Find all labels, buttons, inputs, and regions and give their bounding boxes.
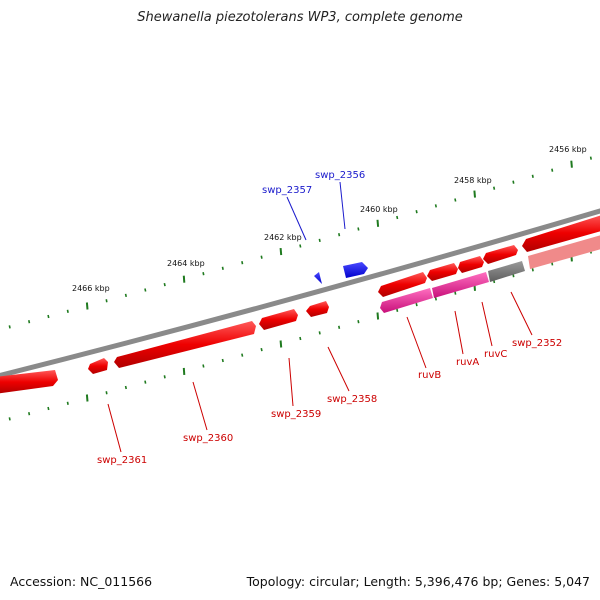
ruler-tick [221, 266, 224, 270]
gene-ruvC[interactable] [488, 261, 525, 282]
ruler-tick [182, 367, 186, 375]
ruler-tick [376, 312, 380, 320]
ruler-tick [66, 309, 69, 313]
ruler-tick [279, 248, 283, 256]
ruler-tick [85, 394, 89, 402]
ruler-tick [415, 210, 418, 214]
label-swp-2359: swp_2359 [271, 409, 321, 420]
upper-tick-ruler [8, 156, 592, 329]
gene-swp-2357[interactable] [314, 272, 322, 284]
accession-text: Accession: NC_011566 [10, 574, 153, 589]
scale-label-2462: 2462 kbp [264, 233, 302, 242]
ruler-tick [299, 336, 302, 341]
gene-ruvA[interactable] [432, 272, 489, 298]
ruler-tick [105, 299, 108, 303]
gene-small-left[interactable] [88, 358, 108, 374]
gene-swp-2361[interactable] [0, 370, 58, 394]
ruler-tick [260, 347, 263, 352]
label-swp-2360: swp_2360 [183, 433, 233, 444]
ruler-tick [589, 156, 592, 160]
scale-label-2458: 2458 kbp [454, 176, 492, 185]
scale-label-2464: 2464 kbp [167, 259, 205, 268]
ruler-tick [434, 297, 437, 301]
ruler-tick [241, 261, 244, 265]
ruler-tick [28, 412, 31, 416]
gene-right-row-1[interactable] [378, 214, 600, 297]
ruler-tick [28, 320, 31, 324]
ruler-tick [318, 238, 321, 243]
gene-swp-2358[interactable] [306, 301, 329, 317]
ruler-tick [8, 325, 11, 329]
ruler-tick [279, 340, 283, 348]
ruler-tick [299, 244, 302, 248]
genome-backbone [0, 208, 600, 379]
ruler-tick [338, 325, 341, 329]
genome-summary-text: Topology: circular; Length: 5,396,476 bp… [246, 574, 590, 589]
ruler-tick [570, 160, 573, 168]
gene-swp-2356[interactable] [343, 262, 368, 278]
label-swp-2357: swp_2357 [262, 185, 312, 196]
ruler-tick [163, 282, 166, 287]
ruler-tick [66, 401, 69, 405]
ruler-tick [144, 380, 147, 384]
label-ruvC: ruvC [484, 349, 507, 360]
gene-swp-2360[interactable] [114, 321, 256, 368]
ruler-tick [221, 358, 224, 363]
label-swp-2352: swp_2352 [512, 338, 562, 349]
ruler-tick [144, 288, 147, 292]
scale-label-2460: 2460 kbp [360, 205, 398, 214]
gene-swp-2352[interactable] [528, 234, 600, 269]
ruler-tick [493, 186, 496, 190]
genome-title: Shewanella piezotolerans WP3, complete g… [137, 10, 463, 25]
ruler-tick [163, 375, 166, 379]
ruler-tick [338, 233, 341, 237]
ruler-tick [47, 314, 50, 319]
ruler-tick [376, 219, 380, 227]
label-ruvA: ruvA [456, 357, 479, 368]
ruler-tick [124, 385, 127, 390]
blue-label-lines [286, 181, 346, 241]
ruler-tick [202, 364, 205, 368]
ruler-tick [551, 262, 554, 266]
ruler-tick [512, 180, 515, 184]
ruler-tick [454, 291, 457, 295]
label-swp-2361: swp_2361 [97, 455, 147, 466]
scale-label-2456: 2456 kbp [549, 145, 587, 154]
ruler-tick [105, 391, 108, 395]
gene-ruvB[interactable] [380, 288, 433, 313]
label-swp-2356: swp_2356 [315, 170, 365, 181]
ruler-tick [260, 255, 263, 259]
ruler-tick [531, 268, 534, 272]
ruler-tick [182, 275, 186, 283]
ruler-tick [357, 320, 360, 324]
label-swp-2358: swp_2358 [327, 394, 377, 405]
ruler-tick [415, 302, 418, 307]
scale-label-2466: 2466 kbp [72, 284, 110, 293]
ruler-tick [434, 204, 437, 208]
ruler-tick [551, 168, 554, 172]
gene-swp-2359[interactable] [259, 309, 298, 330]
ruler-tick [8, 417, 11, 421]
ruler-tick [473, 190, 476, 198]
red-label-lines [107, 291, 533, 453]
ruler-tick [396, 215, 399, 220]
ruler-tick [124, 293, 127, 298]
lower-tick-ruler [8, 250, 592, 421]
ruler-tick [47, 406, 50, 411]
ruler-tick [85, 302, 89, 310]
ruler-tick [241, 353, 244, 357]
label-ruvB: ruvB [418, 370, 441, 381]
ruler-tick [454, 198, 457, 202]
ruler-tick [357, 227, 360, 231]
ruler-tick [202, 272, 205, 276]
ruler-tick [531, 174, 534, 178]
ruler-tick [318, 331, 321, 335]
ruler-tick [396, 308, 399, 312]
